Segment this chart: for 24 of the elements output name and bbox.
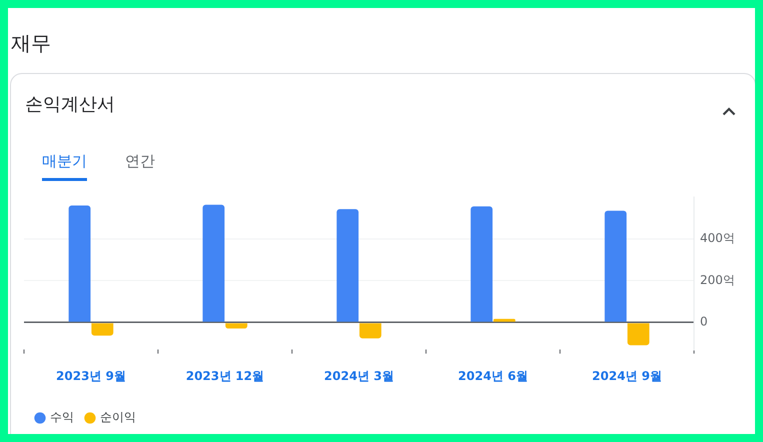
bar (627, 323, 650, 346)
y-tick-label: 400억 (700, 231, 735, 246)
bar (604, 210, 627, 322)
bar (493, 318, 516, 322)
x-tick-label: 2024년 6월 (458, 368, 528, 383)
text: 연간 (125, 152, 155, 172)
y-tick-label: 200억 (700, 272, 735, 287)
x-tick-label: 2023년 12월 (186, 368, 264, 383)
bar (336, 209, 359, 322)
bar (359, 323, 382, 338)
chart-subtitle: 손익계산서 (25, 93, 115, 116)
text: 매분기 (42, 152, 87, 181)
chart-title: 재무 (11, 30, 51, 57)
bar (470, 206, 493, 322)
x-tick-label: 2023년 9월 (56, 368, 126, 383)
bar (225, 323, 248, 329)
bar (68, 206, 91, 322)
legend-label: 수익 (50, 410, 74, 424)
x-tick-label: 2024년 9월 (592, 368, 662, 383)
legend-label: 순이익 (100, 410, 136, 424)
bar (202, 204, 225, 322)
y-tick-label: 0 (700, 314, 708, 329)
x-tick-label: 2024년 3월 (324, 368, 394, 383)
bar (91, 323, 114, 336)
